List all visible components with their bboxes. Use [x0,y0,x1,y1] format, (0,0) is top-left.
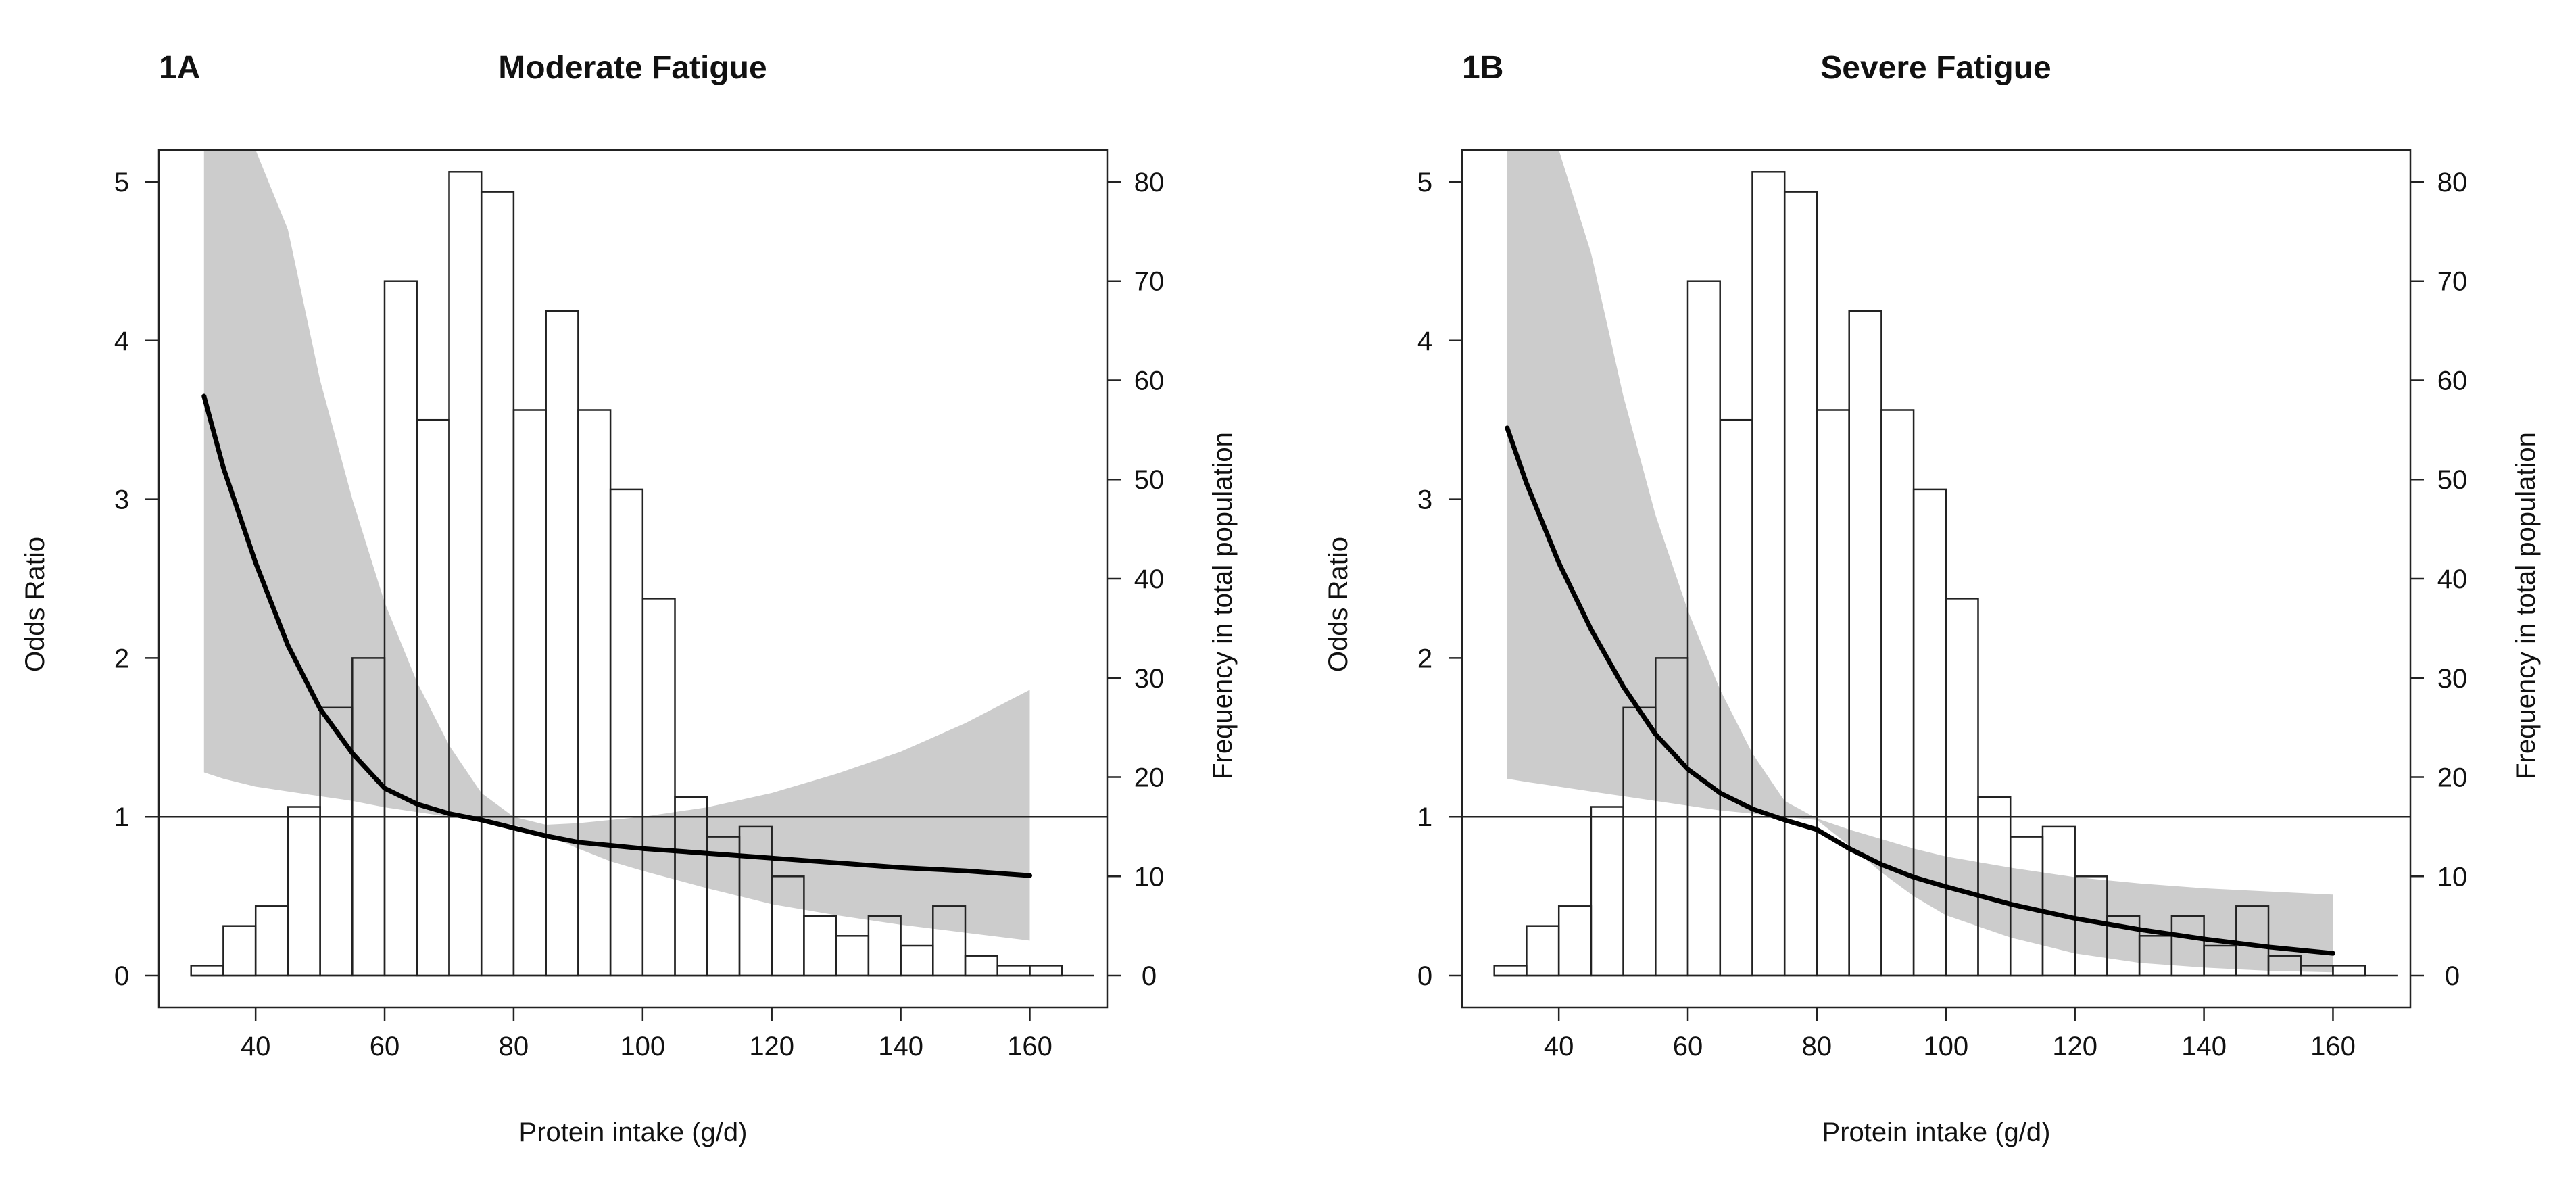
y2-tick-label: 80 [2437,168,2468,197]
y2-tick-label: 30 [2437,664,2468,694]
x-tick-label: 120 [749,1032,794,1061]
y-tick-label: 1 [114,802,129,832]
y2-tick-label: 0 [1142,961,1157,991]
x-axis-label: Protein intake (g/d) [519,1118,748,1147]
y-tick-label: 4 [114,327,129,356]
y-tick-label: 0 [114,961,129,991]
y2-tick-label: 0 [2445,961,2460,991]
x-tick-label: 60 [1673,1032,1703,1061]
x-tick-label: 160 [2310,1032,2356,1061]
y2-tick-label: 50 [2437,465,2468,495]
x-tick-label: 60 [370,1032,400,1061]
x-tick-label: 40 [241,1032,271,1061]
x-tick-label: 140 [2181,1032,2227,1061]
x-tick-label: 100 [1923,1032,1968,1061]
y-tick-label: 3 [1417,485,1432,515]
panel-title: Moderate Fatigue [498,50,767,86]
x-tick-label: 140 [878,1032,923,1061]
odds-ratio-curve [1505,425,2335,956]
y-tick-label: 2 [1417,644,1432,673]
y2-tick-label: 30 [1134,664,1165,694]
y2-tick-label: 40 [1134,565,1165,594]
x-tick-label: 160 [1007,1032,1052,1061]
y2-tick-label: 20 [2437,763,2468,793]
x-axis-label: Protein intake (g/d) [1822,1118,2051,1147]
y-tick-label: 4 [1417,327,1432,356]
panel-title: Severe Fatigue [1820,50,2051,86]
odds-ratio-curve [201,393,1032,878]
y2-tick-label: 60 [2437,366,2468,395]
x-tick-label: 120 [2052,1032,2097,1061]
y-tick-label: 0 [1417,961,1432,991]
y-tick-label: 5 [114,168,129,197]
y2-tick-label: 10 [1134,862,1165,892]
y-axis-label: Odds Ratio [20,537,50,672]
confidence-band [1507,150,2333,973]
x-tick-label: 100 [620,1032,665,1061]
y-tick-label: 3 [114,485,129,515]
y2-tick-label: 70 [1134,267,1165,297]
x-tick-label: 80 [1802,1032,1832,1061]
y2-tick-label: 60 [1134,366,1165,395]
y2-axis-label: Frequency in total population [2511,432,2541,779]
y2-tick-label: 20 [1134,763,1165,793]
confidence-band [203,150,1030,941]
y2-tick-label: 40 [2437,565,2468,594]
y-tick-label: 1 [1417,802,1432,832]
x-tick-label: 80 [499,1032,529,1061]
y2-tick-label: 50 [1134,465,1165,495]
y-tick-label: 2 [114,644,129,673]
y2-tick-label: 70 [2437,267,2468,297]
y2-axis-label: Frequency in total population [1208,432,1238,779]
x-tick-label: 40 [1544,1032,1574,1061]
y2-tick-label: 80 [1134,168,1165,197]
panel-label: 1A [159,50,200,86]
y2-tick-label: 10 [2437,862,2468,892]
y-tick-label: 5 [1417,168,1432,197]
panel-label: 1B [1462,50,1503,86]
y-axis-label: Odds Ratio [1323,537,1353,672]
